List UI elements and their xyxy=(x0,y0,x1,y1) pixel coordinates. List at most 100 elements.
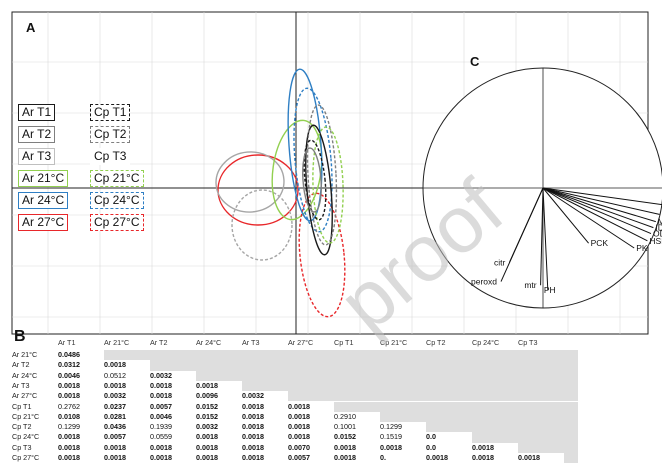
matrix-cell: 0.0018 xyxy=(150,380,172,390)
matrix-cell: 0.0018 xyxy=(196,432,218,442)
matrix-column-header: Ar T2 xyxy=(150,338,168,347)
matrix-empty-region xyxy=(334,401,578,412)
matrix-column-header: Ar 27°C xyxy=(288,338,314,347)
matrix-row-label: Ar T2 xyxy=(12,360,30,370)
matrix-cell: 0. xyxy=(380,453,386,462)
legend-item-cp-t1: Cp T1 xyxy=(90,104,131,121)
vector-citr xyxy=(508,187,544,263)
matrix-cell: 0.0018 xyxy=(104,442,126,452)
vector-label-ph: PH xyxy=(544,285,556,295)
matrix-cell: 0.2910 xyxy=(334,411,356,421)
ellipse-ar-27c xyxy=(217,154,299,226)
matrix-cell: 0.0152 xyxy=(334,432,356,442)
matrix-cell: 0.0018 xyxy=(150,391,172,401)
matrix-cell: 0.0018 xyxy=(518,453,540,462)
matrix-cell: 0.0018 xyxy=(334,453,356,462)
ellipse-ar-t2 xyxy=(302,147,322,213)
matrix-cell: 0.0018 xyxy=(58,380,80,390)
matrix-cell: 0.2762 xyxy=(58,401,80,411)
vector-label-idh: IDH xyxy=(655,223,662,233)
legend-item-cp-t2: Cp T2 xyxy=(90,126,131,143)
matrix-cell: 0.0018 xyxy=(104,380,126,390)
legend-item-cp-21-c: Cp 21°C xyxy=(90,170,144,187)
ellipse-ar-t3 xyxy=(215,151,285,213)
ellipse-cp-27c xyxy=(298,192,346,318)
matrix-cell: 0.0046 xyxy=(58,370,80,380)
matrix-row-label: Cp 27°C xyxy=(12,453,40,462)
vector-ldh xyxy=(542,187,660,215)
vector-ph xyxy=(542,187,549,291)
matrix-cell: 0.0152 xyxy=(196,401,218,411)
matrix-cell: 0.0057 xyxy=(150,401,172,411)
matrix-empty-region xyxy=(518,442,578,453)
matrix-cell: 0.0237 xyxy=(104,401,126,411)
matrix-empty-region xyxy=(472,432,578,443)
legend-item-ar-t1: Ar T1 xyxy=(18,104,56,121)
matrix-row-label: Cp T2 xyxy=(12,422,32,432)
matrix-cell: 0.0018 xyxy=(196,442,218,452)
matrix-row-label: Ar 21°C xyxy=(12,350,38,359)
matrix-cell: 0.0018 xyxy=(58,442,80,452)
legend-item-ar-t3: Ar T3 xyxy=(18,148,56,165)
matrix-cell: 0.0 xyxy=(426,442,436,452)
matrix-cell: 0.0032 xyxy=(150,370,172,380)
matrix-cell: 0.0018 xyxy=(242,453,264,462)
ellipse-cp-21c xyxy=(312,126,344,244)
matrix-cell: 0.0018 xyxy=(242,432,264,442)
matrix-column-header: Ar 21°C xyxy=(104,338,130,347)
matrix-cell: 0.0018 xyxy=(380,442,402,452)
matrix-cell: 0.1299 xyxy=(58,422,80,432)
matrix-cell: 0.0559 xyxy=(150,432,172,442)
matrix-cell: 0.0070 xyxy=(288,442,310,452)
matrix-row-label: Cp T1 xyxy=(12,401,32,411)
matrix-column-header: Cp 21°C xyxy=(380,338,408,347)
panel-b-label: B xyxy=(14,328,26,345)
matrix-cell: 0.1519 xyxy=(380,432,402,442)
matrix-empty-region xyxy=(426,422,578,433)
matrix-cell: 0.0032 xyxy=(242,391,264,401)
matrix-cell: 0.0018 xyxy=(104,453,126,462)
matrix-cell: 0.0018 xyxy=(150,442,172,452)
matrix-cell: 0.0512 xyxy=(104,370,126,380)
matrix-cell: 0.0018 xyxy=(242,422,264,432)
matrix-cell: 0.0057 xyxy=(104,432,126,442)
matrix-empty-region xyxy=(288,391,578,402)
matrix-row-label: Ar 24°C xyxy=(12,370,38,380)
matrix-cell: 0.0018 xyxy=(58,391,80,401)
matrix-cell: 0.0018 xyxy=(196,380,218,390)
matrix-cell: 0.0018 xyxy=(472,442,494,452)
ellipse-cp-t2 xyxy=(231,189,293,261)
legend-item-ar-t2: Ar T2 xyxy=(18,126,56,143)
matrix-cell: 0.0032 xyxy=(196,422,218,432)
vector-mdh xyxy=(542,187,656,223)
matrix-cell: 0.0057 xyxy=(288,453,310,462)
legend-item-ar-27-c: Ar 27°C xyxy=(18,214,69,231)
ellipse-cp-t3 xyxy=(306,104,338,246)
matrix-row-label: Ar 27°C xyxy=(12,391,38,401)
vector-label-citr: citr xyxy=(494,257,506,267)
matrix-column-header: Ar T1 xyxy=(58,338,76,347)
matrix-row-label: Ar T3 xyxy=(12,380,30,390)
ellipse-cp-24c xyxy=(293,87,333,233)
matrix-cell: 0.0018 xyxy=(150,453,172,462)
matrix-cell: 0.0018 xyxy=(242,411,264,421)
legend-item-cp-24-c: Cp 24°C xyxy=(90,192,144,209)
matrix-cell: 0.0018 xyxy=(58,432,80,442)
matrix-row-label: Cp T3 xyxy=(12,442,32,452)
vector-hsp22 xyxy=(542,187,648,242)
matrix-cell: 0.0018 xyxy=(104,360,126,370)
vector-label-odh: ODH xyxy=(653,229,662,239)
vector-hsp xyxy=(542,187,662,206)
vector-pk xyxy=(542,187,635,249)
matrix-cell: 0.0108 xyxy=(58,411,80,421)
matrix-cell: 0.0486 xyxy=(58,350,80,359)
matrix-cell: 0.0 xyxy=(426,432,436,442)
matrix-empty-region xyxy=(150,360,578,371)
matrix-cell: 0.0018 xyxy=(334,442,356,452)
matrix-cell: 0.0312 xyxy=(58,360,80,370)
panel-b-pvalue-matrix: Ar T1 Ar 21°C Ar T2 Ar 24°C Ar T3 Ar 27°C Cp T… xyxy=(12,338,652,470)
matrix-cell: 0.0018 xyxy=(288,422,310,432)
matrix-row-label: Cp 21°C xyxy=(12,411,40,421)
matrix-cell: 0.0018 xyxy=(288,401,310,411)
